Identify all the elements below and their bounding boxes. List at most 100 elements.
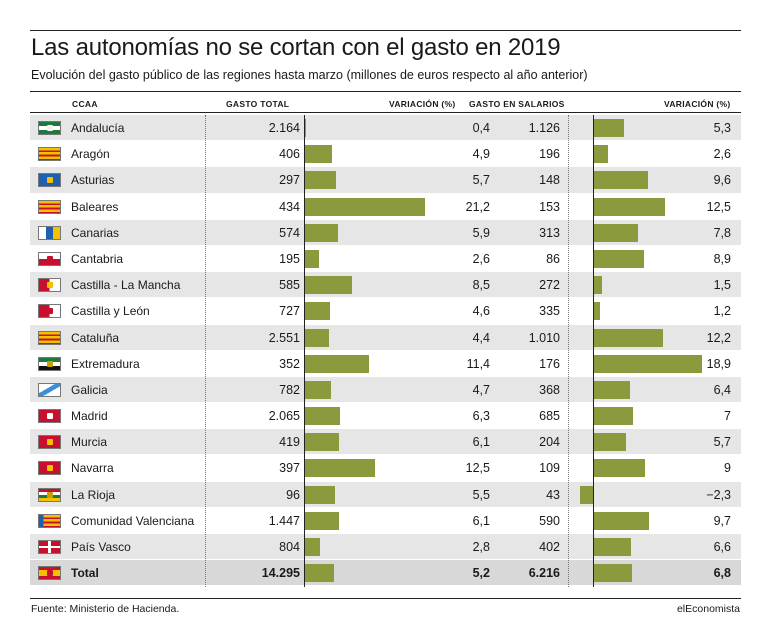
variacion-total-value: 21,2 xyxy=(465,199,490,214)
variacion-salarios-value: 9,7 xyxy=(713,513,731,528)
bar-variacion-total xyxy=(304,145,332,164)
gasto-salarios-value: 272 xyxy=(539,278,560,293)
ccaa-name: Baleares xyxy=(71,199,119,214)
row-separator xyxy=(30,297,741,299)
variacion-salarios-value: 5,3 xyxy=(713,121,731,135)
bar-variacion-salarios xyxy=(593,223,638,242)
table-row: Asturias 297 5,7 148 9,6 xyxy=(30,167,741,194)
gasto-salarios-value: 335 xyxy=(539,304,560,319)
flag-emblem-icon xyxy=(47,282,53,289)
gasto-salarios-value: 204 xyxy=(539,435,560,450)
ccaa-name: Cataluña xyxy=(71,330,120,345)
divider-dotted-2 xyxy=(568,115,569,587)
variacion-salarios-value: 2,6 xyxy=(713,147,731,162)
gasto-total-value: 782 xyxy=(279,382,300,397)
row-separator xyxy=(30,323,741,325)
variacion-total-value: 5,2 xyxy=(472,566,490,581)
extremadura-flag-icon xyxy=(38,356,61,371)
row-separator xyxy=(30,454,741,456)
row-separator xyxy=(30,349,741,351)
bar-variacion-salarios xyxy=(593,511,649,530)
gasto-total-value: 2.164 xyxy=(268,121,300,135)
row-separator xyxy=(30,166,741,168)
variacion-salarios-value: 12,2 xyxy=(706,330,731,345)
gasto-total-value: 2.551 xyxy=(268,330,300,345)
table-row: La Rioja 96 5,5 43 −2,3 xyxy=(30,481,741,508)
variacion-total-value: 5,9 xyxy=(472,225,490,240)
gasto-salarios-value: 86 xyxy=(546,251,560,266)
variacion-salarios-value: 6,4 xyxy=(713,382,731,397)
gasto-salarios-value: 176 xyxy=(539,356,560,371)
baleares-flag-icon xyxy=(38,199,61,214)
column-header-gasto-total: GASTO TOTAL xyxy=(226,99,290,109)
bar-variacion-salarios xyxy=(593,459,645,478)
castilla-la-mancha-flag-icon xyxy=(38,278,61,293)
bar-variacion-total xyxy=(304,433,339,452)
cataluna-flag-icon xyxy=(38,330,61,345)
ccaa-name: Canarias xyxy=(71,225,120,240)
spain-flag-icon xyxy=(38,566,61,581)
row-separator xyxy=(30,140,741,142)
variacion-salarios-value: 12,5 xyxy=(706,199,731,214)
gasto-salarios-value: 1.010 xyxy=(528,330,560,345)
gasto-salarios-value: 402 xyxy=(539,540,560,554)
ccaa-name: Comunidad Valenciana xyxy=(71,513,195,528)
chart-subtitle: Evolución del gasto público de las regio… xyxy=(31,68,588,82)
variacion-salarios-value: −2,3 xyxy=(706,487,731,502)
chart-title: Las autonomías no se cortan con el gasto… xyxy=(31,34,561,61)
data-table: Andalucía 2.164 0,4 1.126 5,3 Aragón 406 4,9 196… xyxy=(30,115,741,587)
variacion-salarios-value: 8,9 xyxy=(713,251,731,266)
table-row: Murcia 419 6,1 204 5,7 xyxy=(30,429,741,456)
table-row: Comunidad Valenciana 1.447 6,1 590 9,7 xyxy=(30,508,741,534)
row-separator xyxy=(30,218,741,220)
gasto-total-value: 397 xyxy=(279,461,300,476)
gasto-total-value: 727 xyxy=(279,304,300,319)
flag-emblem-icon xyxy=(47,491,53,498)
table-row: Aragón 406 4,9 196 2,6 xyxy=(30,141,741,168)
variacion-salarios-value: 9,6 xyxy=(713,173,731,188)
row-separator xyxy=(30,244,741,246)
variacion-salarios-value: 1,5 xyxy=(713,278,731,293)
flag-emblem-icon xyxy=(47,177,53,184)
row-separator xyxy=(30,480,741,482)
ccaa-name: Murcia xyxy=(71,435,108,450)
gasto-total-value: 419 xyxy=(279,435,300,450)
variacion-total-value: 11,4 xyxy=(466,356,490,371)
bar-variacion-salarios xyxy=(593,249,645,268)
gasto-salarios-value: 685 xyxy=(539,409,560,424)
bar-variacion-salarios xyxy=(593,302,600,321)
variacion-total-value: 6,3 xyxy=(472,409,490,424)
bar-variacion-salarios xyxy=(593,145,608,164)
row-separator xyxy=(30,506,741,508)
gasto-total-value: 585 xyxy=(279,278,300,293)
castilla-y-leon-flag-icon xyxy=(38,304,61,319)
navarra-flag-icon xyxy=(38,461,61,476)
asturias-flag-icon xyxy=(38,173,61,188)
flag-emblem-icon xyxy=(47,570,53,577)
bar-variacion-salarios xyxy=(593,407,634,426)
variacion-total-value: 4,9 xyxy=(472,147,490,162)
bar-variacion-total xyxy=(304,538,320,556)
gasto-total-value: 195 xyxy=(279,251,300,266)
ccaa-name: Total xyxy=(71,566,99,581)
bottom-rule xyxy=(30,598,741,599)
gasto-total-value: 352 xyxy=(279,356,300,371)
gasto-total-value: 14.295 xyxy=(261,566,300,581)
bar-variacion-total xyxy=(304,197,425,216)
table-row: Extremadura 352 11,4 176 18,9 xyxy=(30,351,741,377)
top-rule xyxy=(30,30,741,31)
table-row: Castilla y León 727 4,6 335 1,2 xyxy=(30,298,741,325)
flag-emblem-icon xyxy=(47,255,53,262)
header-top-rule xyxy=(30,91,741,92)
bar-variacion-total xyxy=(304,328,329,347)
bar-variacion-total xyxy=(304,302,331,321)
gasto-salarios-value: 109 xyxy=(539,461,560,476)
aragon-flag-icon xyxy=(38,147,61,162)
table-row: Navarra 397 12,5 109 9 xyxy=(30,455,741,482)
variacion-total-value: 4,4 xyxy=(472,330,490,345)
flag-emblem-icon xyxy=(47,413,53,420)
gasto-salarios-value: 43 xyxy=(546,487,560,502)
variacion-total-value: 5,5 xyxy=(472,487,490,502)
bar-variacion-salarios xyxy=(593,380,630,399)
row-separator xyxy=(30,192,741,194)
